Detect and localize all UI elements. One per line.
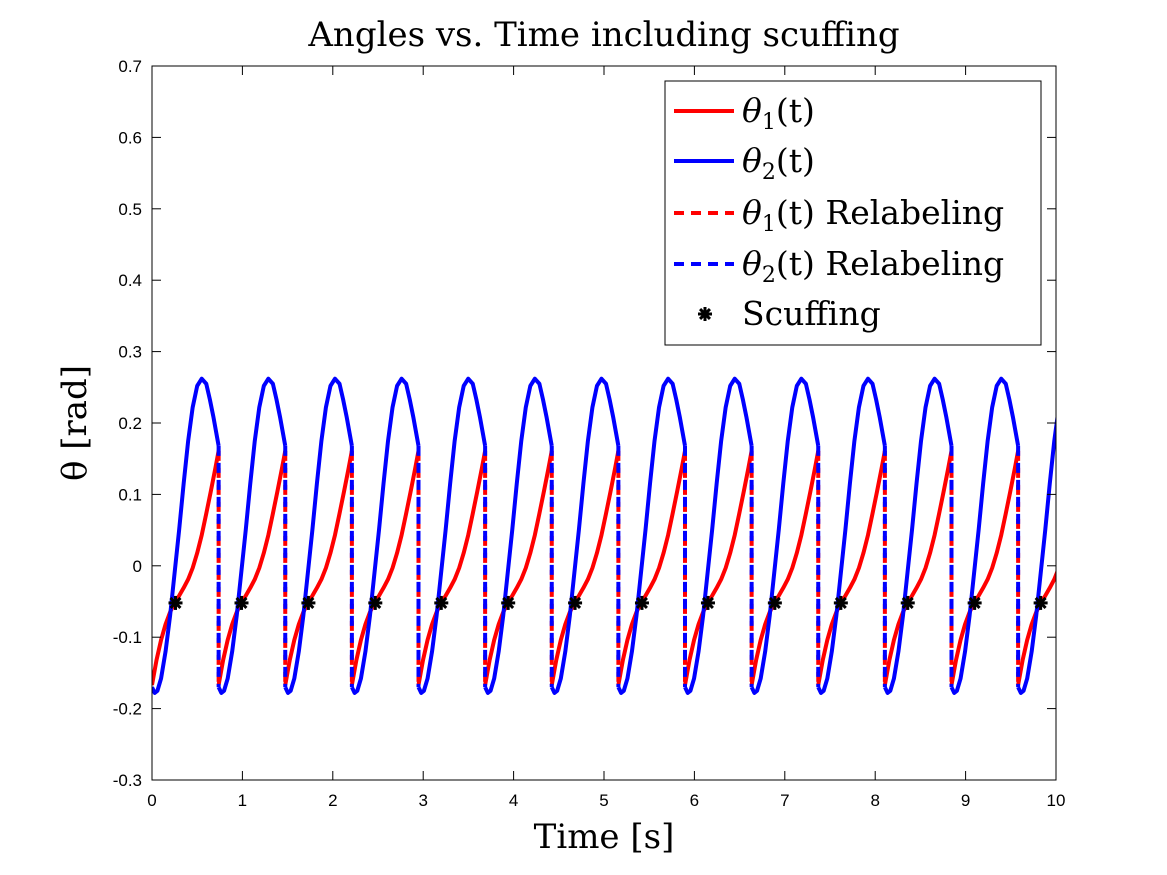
x-tick-label: 2 — [328, 791, 337, 810]
x-tick-label: 3 — [418, 791, 427, 810]
legend-entry: Scuffing — [698, 294, 881, 333]
theta2-curve — [1085, 379, 1152, 693]
theta1-curve — [749, 450, 821, 686]
y-tick-label: 0.6 — [118, 128, 142, 147]
x-tick-label: 0 — [147, 791, 156, 810]
y-axis: -0.3 -0.2 -0.1 0 0.1 0.2 0.3 0.4 0.5 0.6 0.7 — [113, 57, 1056, 790]
theta1-curve — [152, 450, 221, 686]
x-tick-label: 5 — [599, 791, 608, 810]
theta1-curve — [1016, 569, 1056, 686]
theta1-curve — [416, 450, 488, 686]
y-tick-label: -0.2 — [113, 700, 142, 719]
legend-label: θ2(t) — [742, 141, 815, 185]
scuffing-point — [634, 595, 649, 610]
legend-entry: θ2(t) — [674, 141, 815, 185]
scuffing-point — [234, 595, 249, 610]
x-tick-label: 10 — [1047, 791, 1066, 810]
scuffing-point — [967, 595, 982, 610]
scuffing-point — [501, 595, 516, 610]
theta2-curve — [616, 376, 687, 695]
chart-title: Angles vs. Time including scuffing — [307, 15, 899, 55]
theta1-curve — [1085, 451, 1152, 685]
legend-scuffing-marker — [698, 307, 712, 321]
theta2-curve — [483, 376, 554, 695]
theta2-curve — [152, 376, 221, 695]
scuffing-point — [168, 595, 183, 610]
series-layer — [152, 376, 1152, 695]
theta1-curve — [483, 450, 554, 686]
scuffing-point — [568, 595, 583, 610]
theta1-curve — [283, 450, 354, 686]
y-tick-label: 0.3 — [118, 343, 142, 362]
theta1-curve — [949, 450, 1021, 686]
theta2-curve — [416, 376, 488, 695]
y-tick-label: 0.2 — [118, 414, 142, 433]
theta2-curve — [749, 376, 821, 695]
scuffing-point — [833, 595, 848, 610]
scuffing-point — [700, 595, 715, 610]
theta1-curve — [616, 450, 687, 686]
scuffing-point — [434, 595, 449, 610]
theta2-curve — [816, 376, 887, 695]
x-tick-label: 9 — [961, 791, 970, 810]
scuffing-point — [368, 595, 383, 610]
x-axis-label: Time [s] — [534, 817, 675, 857]
theta1-curve — [683, 450, 754, 686]
theta2-curve — [883, 376, 954, 695]
scuffing-point — [767, 595, 782, 610]
theta2-curve — [216, 376, 288, 695]
legend-entry: θ2(t) Relabeling — [674, 244, 1004, 288]
theta2-curve — [1016, 413, 1056, 695]
theta1-curve — [549, 450, 621, 686]
theta1-curve — [216, 450, 288, 686]
legend-label: θ1(t) Relabeling — [742, 193, 1004, 237]
y-tick-label: -0.1 — [113, 628, 142, 647]
x-tick-label: 6 — [690, 791, 699, 810]
y-tick-label: -0.3 — [113, 771, 142, 790]
theta2-curve — [549, 376, 621, 695]
theta1-curve — [816, 450, 887, 686]
theta1-curve — [882, 450, 954, 686]
theta2-curve — [683, 376, 754, 695]
x-tick-label: 7 — [780, 791, 789, 810]
y-tick-label: 0.5 — [118, 200, 142, 219]
legend-entry: θ1(t) Relabeling — [674, 193, 1004, 237]
scuffing-point — [301, 595, 316, 610]
theta2-curve — [350, 376, 421, 695]
legend-label: θ1(t) — [742, 91, 815, 135]
y-tick-label: 0.1 — [118, 485, 142, 504]
legend-label: θ2(t) Relabeling — [742, 244, 1004, 288]
x-axis: 0 1 2 3 4 5 6 7 8 9 10 — [147, 66, 1065, 810]
scuffing-point — [1033, 595, 1048, 610]
x-tick-label: 4 — [509, 791, 518, 810]
theta2-curve — [283, 376, 354, 695]
y-axis-label: θ [rad] — [55, 365, 95, 481]
y-tick-label: 0 — [133, 557, 142, 576]
y-tick-label: 0.7 — [118, 57, 142, 76]
y-tick-label: 0.4 — [118, 271, 142, 290]
x-tick-label: 8 — [870, 791, 879, 810]
x-tick-label: 1 — [238, 791, 247, 810]
scuffing-point — [900, 595, 915, 610]
theta2-curve — [949, 376, 1021, 695]
legend-label: Scuffing — [742, 294, 881, 333]
legend-entry: θ1(t) — [674, 91, 815, 135]
legend: θ1(t) θ2(t) θ1(t) Relabeling θ2(t) Relabeli… — [664, 80, 1042, 346]
theta1-curve — [349, 450, 421, 686]
